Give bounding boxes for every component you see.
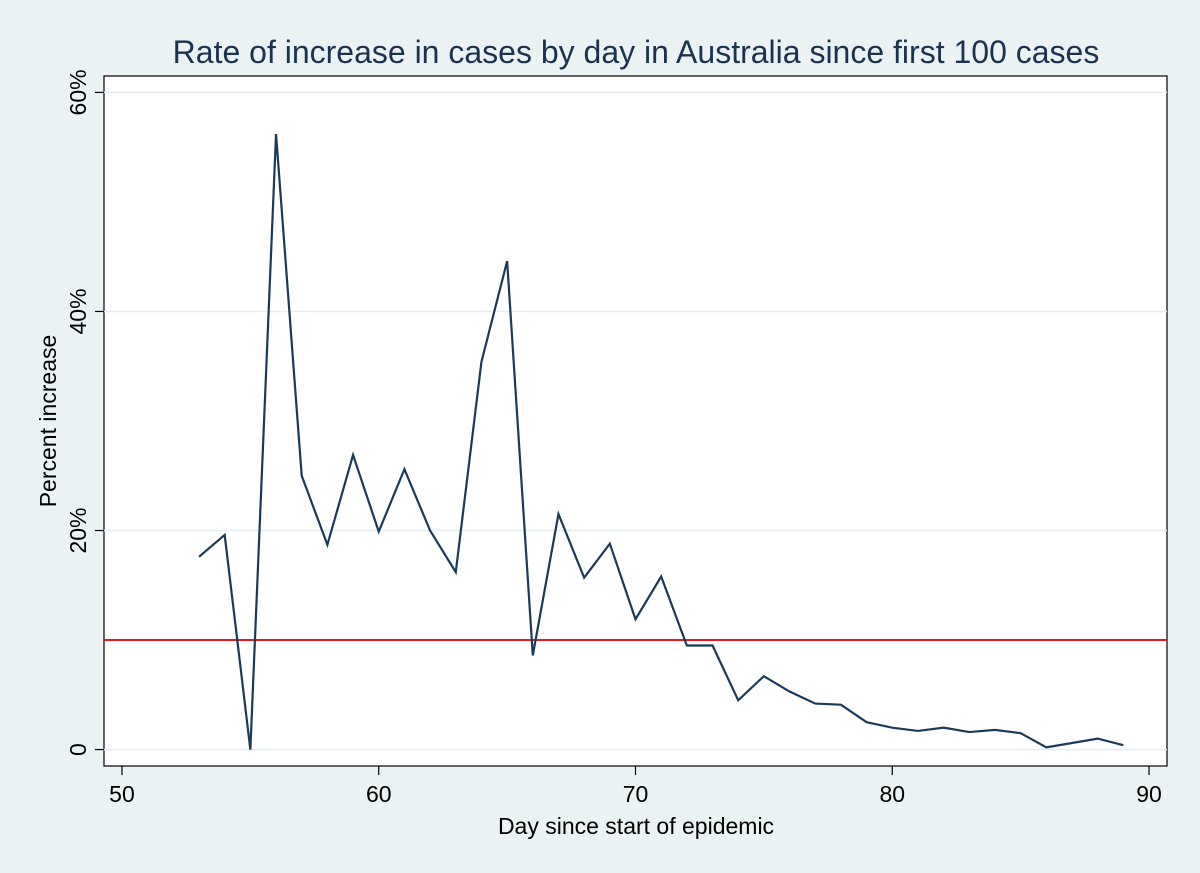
y-tick-label-3: 60% [65,69,91,115]
y-axis-label: Percent increase [35,335,61,508]
x-axis-label: Day since start of epidemic [498,813,774,839]
x-tick-label-3: 80 [879,781,905,807]
x-tick-label-0: 50 [109,781,135,807]
y-tick-label-2: 40% [65,288,91,334]
y-tick-label-1: 20% [65,508,91,554]
x-tick-label-2: 70 [623,781,649,807]
axes: 0 20% 40% 60% 50 60 70 80 90 [65,69,1162,807]
series-group [198,133,1124,750]
y-tick-label-0: 0 [65,743,91,756]
x-tick-label-1: 60 [366,781,392,807]
x-tick-label-4: 90 [1136,781,1162,807]
gridlines [104,91,1167,751]
chart-title: Rate of increase in cases by day in Aust… [173,34,1100,70]
